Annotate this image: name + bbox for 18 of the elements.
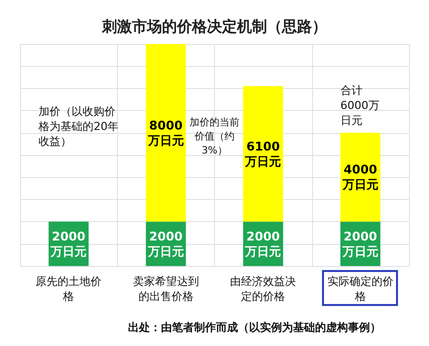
annotation: 加价的当前价值（约3%） — [190, 116, 240, 157]
data-label: 2000万日元 — [244, 229, 282, 258]
data-label: 2000万日元 — [146, 229, 184, 258]
data-label: 2000万日元 — [341, 229, 378, 258]
data-label: 2000万日元 — [50, 229, 87, 258]
data-label: 6100万日元 — [244, 139, 282, 168]
x-tick-label: 原先的土地价格 — [36, 275, 102, 303]
chart-title: 刺激市场的价格决定机制（思路） — [101, 18, 327, 36]
x-tick-label: 由经济效益决定的价格 — [230, 275, 296, 303]
annotation: 加价（以收购价格为基础的20年收益） — [38, 105, 119, 148]
x-tick-label: 实际确定的价格 — [327, 275, 394, 303]
bar — [243, 86, 284, 222]
annotation: 合计6000万日元 — [340, 84, 380, 127]
data-label: 4000万日元 — [341, 162, 378, 192]
text: 出处：由笔者制作而成（以实例为基础的虚构事例） — [128, 321, 381, 334]
data-label: 8000万日元 — [146, 118, 184, 148]
bar — [146, 44, 186, 222]
x-tick-label: 卖家希望达到的出售价格 — [132, 275, 199, 303]
